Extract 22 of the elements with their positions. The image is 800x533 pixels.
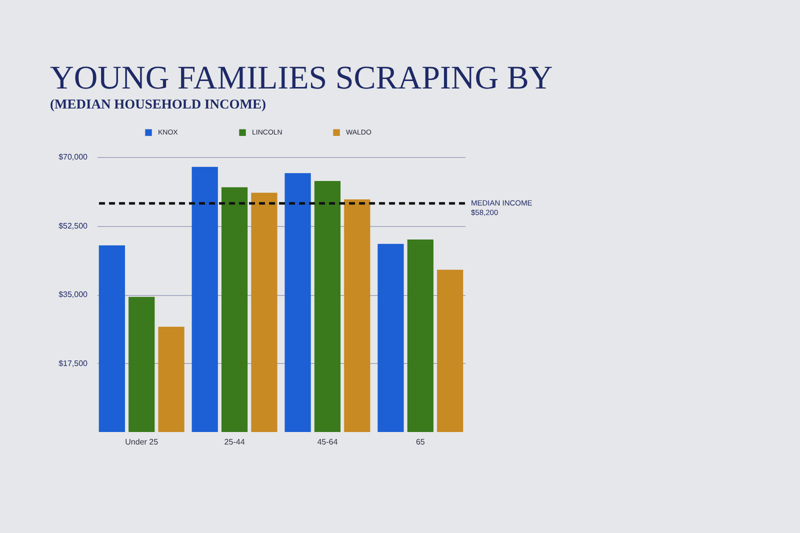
y-tick-label: $17,500 bbox=[58, 358, 88, 368]
x-tick-label: Under 25 bbox=[125, 438, 159, 446]
bar bbox=[128, 296, 155, 432]
bar bbox=[407, 240, 434, 432]
bar bbox=[98, 245, 125, 432]
x-tick-label: 45-64 bbox=[317, 438, 338, 446]
bar bbox=[192, 166, 218, 432]
bar bbox=[284, 173, 311, 432]
y-tick-label: $52,500 bbox=[58, 221, 88, 230]
y-tick-label: $35,000 bbox=[58, 290, 88, 299]
x-tick-label: 65 bbox=[416, 438, 426, 446]
bar bbox=[378, 244, 404, 432]
bar bbox=[344, 199, 370, 432]
chart-subtitle: (MEDIAN HOUSEHOLD INCOME) bbox=[50, 96, 266, 112]
bar bbox=[158, 326, 184, 432]
bar bbox=[221, 187, 248, 432]
bar bbox=[437, 270, 464, 432]
chart-title: YOUNG FAMILIES SCRAPING BY bbox=[50, 60, 553, 96]
y-tick-label: $70,000 bbox=[58, 152, 88, 162]
bar bbox=[314, 180, 341, 432]
bar bbox=[251, 192, 278, 432]
x-tick-label: 25-44 bbox=[224, 438, 246, 446]
